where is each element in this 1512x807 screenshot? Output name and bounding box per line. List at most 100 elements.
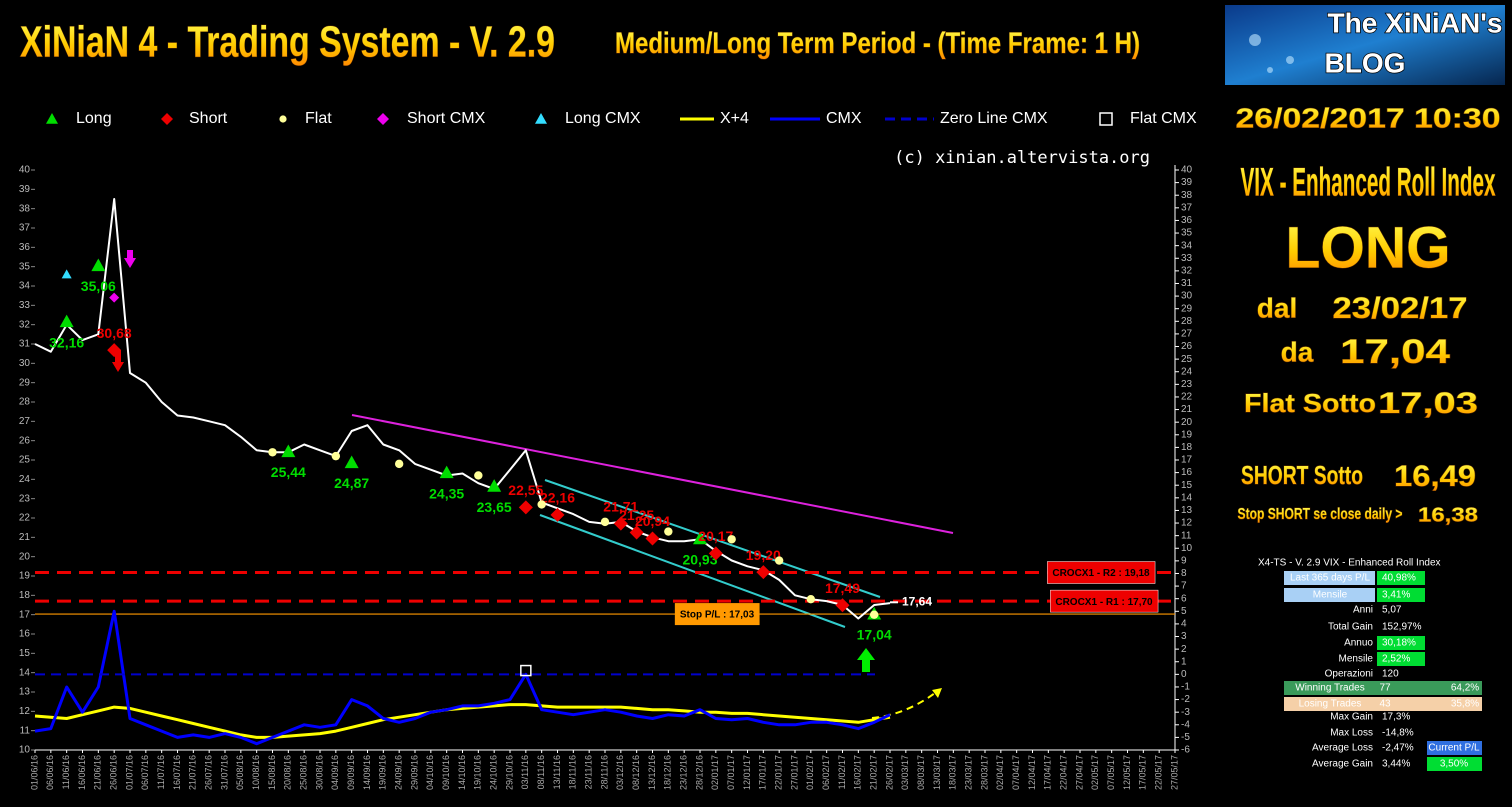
flat-price: 17,03: [1378, 387, 1478, 420]
x-tick-label: 22/05/17: [1154, 755, 1164, 790]
y2-tick-label: 28: [1181, 316, 1193, 327]
y2-tick-label: 29: [1181, 303, 1193, 314]
y2-tick-label: 38: [1181, 190, 1193, 201]
x-tick-label: 01/07/16: [124, 755, 134, 790]
marker-label: 24,35: [429, 485, 464, 501]
y2-tick-label: 10: [1181, 543, 1193, 554]
x-tick-label: 31/07/16: [219, 755, 229, 790]
marker: [869, 610, 879, 619]
y2-tick-label: 36: [1181, 215, 1193, 226]
datetime: 26/02/2017 10:30: [1236, 102, 1501, 133]
level-label: CROCX1 - R2 : 19,18: [1052, 568, 1150, 579]
bubble: [1267, 67, 1273, 73]
marker: [161, 113, 173, 125]
level-label: Stop P/L : 17,03: [680, 610, 755, 621]
stat-extra: 64,2%: [1451, 683, 1479, 694]
marker: [439, 465, 454, 479]
y-tick-label: 23: [19, 493, 31, 504]
x-tick-label: 21/02/17: [869, 755, 879, 790]
marker: [756, 565, 771, 580]
y2-tick-label: 2: [1181, 644, 1187, 655]
marker-label: 17,49: [825, 580, 860, 596]
x-tick-label: 02/05/17: [1090, 755, 1100, 790]
x-tick-label: 26/06/16: [109, 755, 119, 790]
x-tick-label: 16/07/16: [172, 755, 182, 790]
instrument: VIX - Enhanced Roll Index: [1241, 161, 1496, 205]
x-tick-label: 13/12/16: [647, 755, 657, 790]
marker: [107, 343, 122, 358]
y-tick-label: 10: [19, 745, 31, 756]
marker: [394, 459, 404, 469]
y2-tick-label: 21: [1181, 404, 1193, 415]
stat-value: -14,8%: [1382, 728, 1414, 739]
marker-label: 20,17: [698, 528, 733, 544]
stat-value: 3,44%: [1382, 759, 1410, 770]
x-tick-label: 08/03/17: [916, 755, 926, 790]
x-tick-label: 11/06/16: [61, 755, 71, 789]
marker-label: 22,55: [508, 482, 543, 498]
last-price-label: 17,64: [902, 594, 932, 608]
marker-label: 35,06: [81, 278, 116, 294]
y-tick-label: 13: [19, 687, 31, 698]
x-tick-label: 30/08/16: [314, 755, 324, 790]
x-tick-label: 26/07/16: [204, 755, 214, 790]
y-tick-label: 26: [19, 435, 31, 446]
x-tick-label: 04/10/16: [425, 755, 435, 790]
y2-tick-label: 7: [1181, 581, 1187, 592]
x-tick-label: 14/10/16: [457, 755, 467, 790]
y2-tick-label: 24: [1181, 366, 1193, 377]
marker: [613, 516, 628, 531]
marker: [518, 500, 533, 515]
stat-label: Winning Trades: [1295, 683, 1364, 694]
y2-tick-label: 3: [1181, 631, 1187, 642]
x-tick-label: 29/10/16: [504, 755, 514, 790]
y-tick-label: 17: [19, 609, 31, 620]
x-tick-label: 01/06/16: [29, 755, 39, 790]
y2-tick-label: 14: [1181, 492, 1193, 503]
y2-tick-label: -4: [1181, 719, 1190, 730]
stat-label: Max Gain: [1330, 712, 1373, 723]
stat-label: Average Loss: [1312, 743, 1373, 754]
x-tick-label: 13/11/16: [552, 755, 562, 789]
marker: [664, 527, 673, 536]
short-label: SHORT Sotto: [1241, 460, 1363, 490]
x-tick-label: 28/12/16: [694, 755, 704, 790]
x-tick-label: 03/12/16: [615, 755, 625, 790]
marker: [59, 314, 74, 328]
marker: [520, 664, 532, 677]
y2-tick-label: 30: [1181, 291, 1193, 302]
x-tick-label: 06/06/16: [45, 755, 55, 790]
marker-label: 25,44: [271, 464, 306, 480]
bubble: [1286, 56, 1294, 64]
marker: [600, 517, 610, 527]
signal-arrow: [857, 648, 875, 672]
y-tick-label: 19: [19, 571, 31, 582]
y2-tick-label: 11: [1181, 530, 1192, 541]
y-tick-label: 30: [19, 358, 31, 369]
x-tick-label: 14/09/16: [362, 755, 372, 790]
marker: [537, 500, 546, 509]
marker-label: 21,71: [603, 498, 638, 514]
level-label: CROCX1 - R1 : 17,70: [1055, 597, 1153, 608]
level-label-box: [674, 603, 760, 626]
legend-label: Long: [76, 110, 112, 127]
y-tick-label: 39: [19, 184, 31, 195]
marker-label: 17,04: [857, 627, 892, 643]
x-tick-label: 02/04/17: [995, 755, 1005, 790]
projection: [871, 692, 936, 719]
marker: [377, 113, 389, 125]
x-tick-label: 07/04/17: [1011, 755, 1021, 790]
marker: [91, 258, 106, 272]
x-tick-label: 08/11/16: [536, 755, 546, 789]
blog-title: BLOG: [1325, 47, 1406, 78]
x-tick-label: 19/09/16: [378, 755, 388, 790]
title: XiNiaN 4 - Trading System - V. 2.9: [20, 18, 555, 67]
stat-label: Total Gain: [1328, 622, 1373, 633]
stat-label: Anni: [1353, 605, 1373, 616]
stat-value: 77: [1379, 683, 1391, 694]
y2-tick-label: 35: [1181, 228, 1193, 239]
y-tick-label: 36: [19, 242, 31, 253]
blog-title: The XiNiAN's: [1328, 7, 1503, 38]
